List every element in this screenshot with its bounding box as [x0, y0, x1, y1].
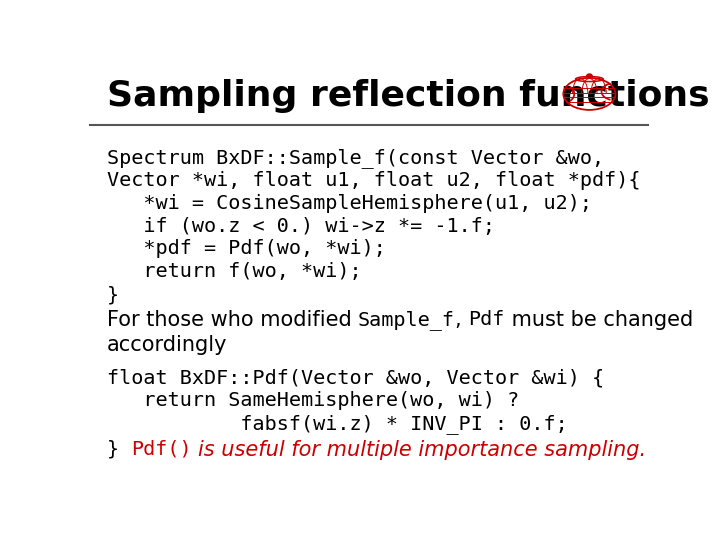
Text: if (wo.z < 0.) wi->z *= -1.f;: if (wo.z < 0.) wi->z *= -1.f;	[107, 217, 495, 235]
Text: Sample_f: Sample_f	[358, 310, 455, 330]
Text: *wi = CosineSampleHemisphere(u1, u2);: *wi = CosineSampleHemisphere(u1, u2);	[107, 194, 592, 213]
Circle shape	[587, 74, 592, 78]
Text: *pdf = Pdf(wo, *wi);: *pdf = Pdf(wo, *wi);	[107, 239, 386, 259]
Text: Pdf: Pdf	[469, 310, 505, 329]
Text: For those who modified: For those who modified	[107, 310, 358, 330]
Text: Pdf(): Pdf()	[131, 440, 192, 459]
Text: float BxDF::Pdf(Vector &wo, Vector &wi) {: float BxDF::Pdf(Vector &wo, Vector &wi) …	[107, 368, 604, 387]
Text: }: }	[107, 285, 119, 304]
Text: must be changed: must be changed	[505, 310, 693, 330]
Text: fabsf(wi.z) * INV_PI : 0.f;: fabsf(wi.z) * INV_PI : 0.f;	[107, 414, 567, 434]
Text: Spectrum BxDF::Sample_f(const Vector &wo,: Spectrum BxDF::Sample_f(const Vector &wo…	[107, 148, 604, 168]
Text: accordingly: accordingly	[107, 335, 228, 355]
Text: }: }	[107, 440, 131, 459]
Text: ,: ,	[455, 310, 469, 330]
Text: return f(wo, *wi);: return f(wo, *wi);	[107, 262, 361, 281]
Text: is useful for multiple importance sampling.: is useful for multiple importance sampli…	[198, 440, 647, 460]
Text: Vector *wi, float u1, float u2, float *pdf){: Vector *wi, float u1, float u2, float *p…	[107, 171, 640, 190]
Text: return SameHemisphere(wo, wi) ?: return SameHemisphere(wo, wi) ?	[107, 391, 519, 410]
Text: Sampling reflection functions: Sampling reflection functions	[107, 79, 709, 113]
